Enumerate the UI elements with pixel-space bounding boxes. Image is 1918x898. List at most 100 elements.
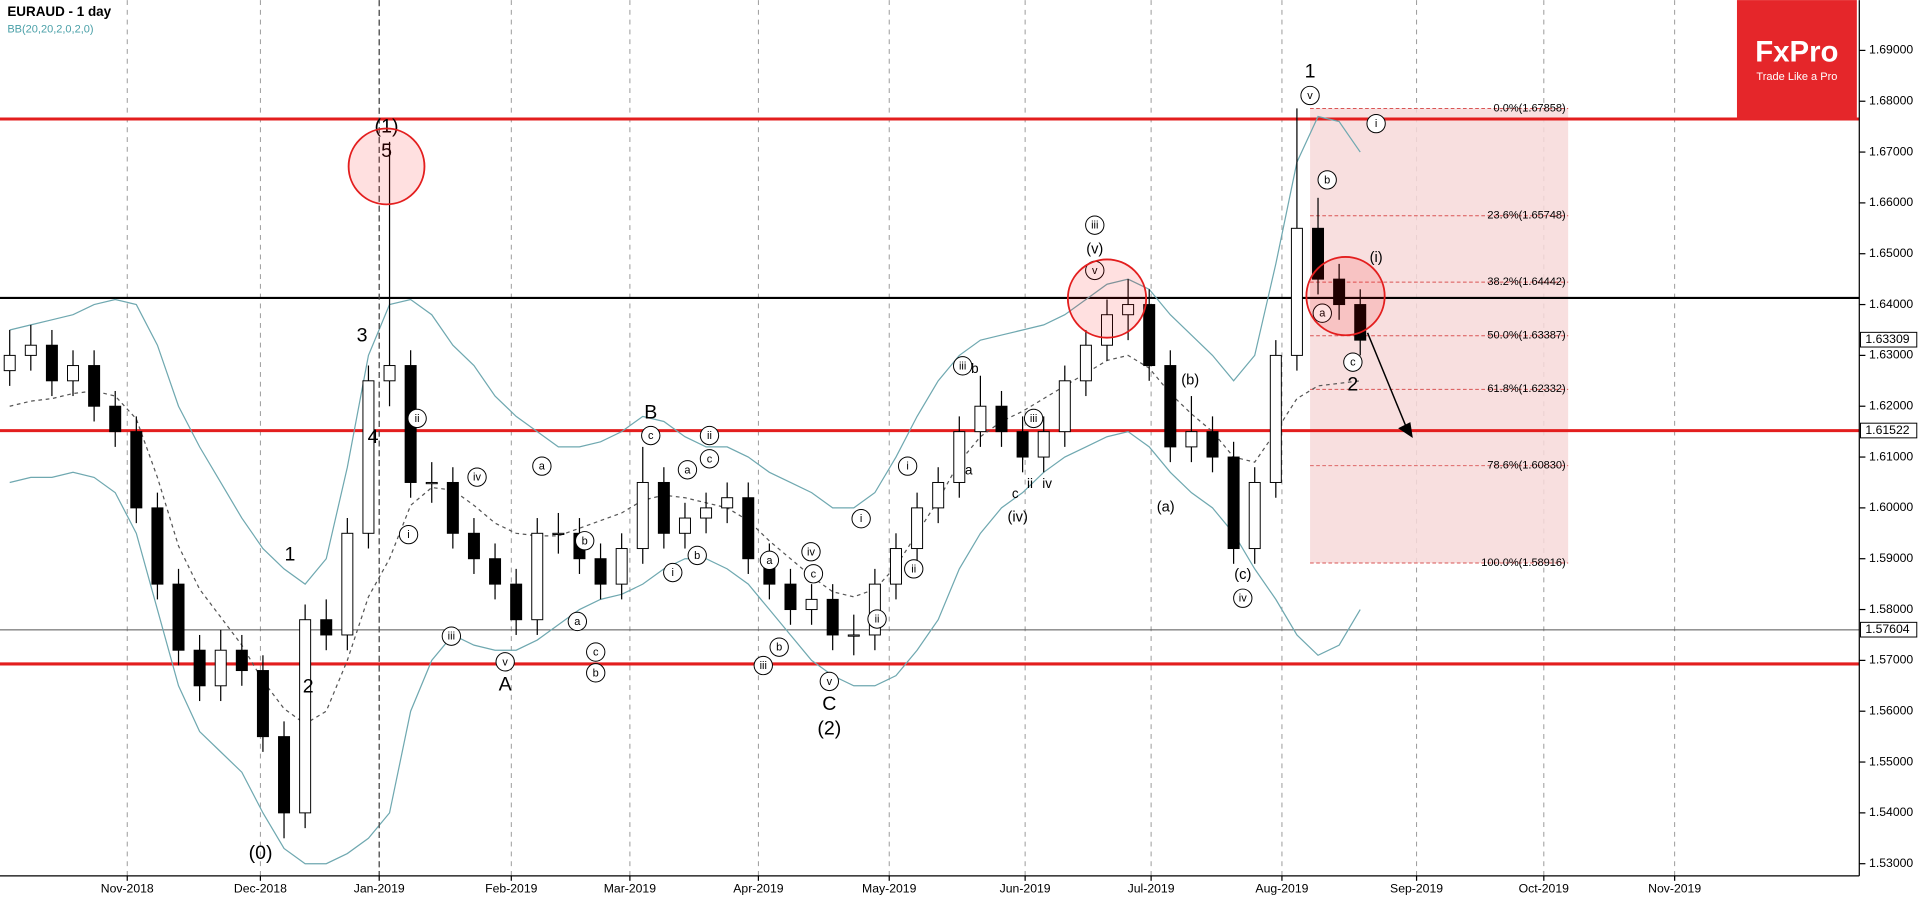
wave-label: (2) [817, 717, 841, 739]
wave-label-circled: c [811, 568, 817, 580]
fib-label: 50.0%(1.63387) [1487, 330, 1565, 342]
wave-label: i [1021, 448, 1024, 463]
wave-label-circled: i [1375, 118, 1377, 130]
y-tick-label: 1.68000 [1869, 93, 1913, 107]
price-label: 1.57604 [1865, 622, 1909, 636]
y-tick-label: 1.60000 [1869, 500, 1913, 514]
wave-label-circled: ii [911, 563, 916, 575]
x-tick-label: Dec-2018 [234, 882, 287, 896]
candle-body [256, 670, 269, 738]
bollinger-lower [9, 430, 1361, 865]
logo-box [1736, 0, 1857, 120]
candle-body [1143, 304, 1156, 367]
candle-body [889, 548, 902, 585]
wave-label: (0) [249, 842, 273, 864]
candle-body [151, 507, 164, 585]
candle-body [1354, 304, 1367, 341]
candle-body [847, 634, 860, 637]
fib-label: 100.0%(1.58916) [1481, 557, 1565, 569]
candle-body [615, 548, 628, 585]
x-tick-label: Mar-2019 [604, 882, 656, 896]
wave-label-circled: iii [448, 631, 455, 643]
wave-circle [904, 559, 924, 579]
price-box [1860, 331, 1918, 348]
wave-label: 4 [368, 426, 379, 448]
wave-label-circled: ii [707, 430, 712, 442]
highlight-circle [1066, 258, 1148, 339]
fib-label: 23.6%(1.65748) [1487, 210, 1565, 222]
wave-label-circled: iii [959, 360, 966, 372]
wave-label: a [965, 463, 973, 478]
x-tick-label: Nov-2018 [101, 882, 154, 896]
wave-label: 3 [357, 325, 368, 347]
wave-circle [575, 531, 595, 551]
candle-body [1333, 278, 1346, 306]
price-box [1860, 422, 1918, 439]
candle-body [911, 507, 924, 550]
wave-label-circled: v [1307, 90, 1313, 102]
wave-label-circled: iv [807, 546, 815, 558]
candle-body [489, 558, 502, 585]
wave-circle [467, 467, 487, 487]
bollinger-upper [9, 115, 1361, 585]
y-tick-label: 1.69000 [1869, 43, 1913, 57]
wave-label: ii [1027, 476, 1033, 491]
wave-label: (iv) [1008, 509, 1028, 525]
wave-label: B [644, 402, 657, 424]
y-tick-label: 1.65000 [1869, 246, 1913, 260]
wave-circle [1300, 85, 1320, 106]
wave-circle [801, 542, 821, 562]
candle-body [172, 583, 185, 651]
wave-label-circled: b [694, 550, 700, 562]
wave-circle [663, 562, 683, 583]
candle-body [700, 507, 713, 519]
fib-label: 0.0%(1.67858) [1494, 102, 1566, 114]
candle-body [67, 365, 80, 382]
wave-label-circled: iii [1030, 413, 1037, 425]
wave-circle [532, 456, 552, 476]
wave-label: (i) [1370, 250, 1383, 266]
wave-label: 2 [1347, 374, 1358, 396]
wave-label-circled: iii [760, 660, 767, 672]
candle-body [805, 598, 818, 611]
y-tick-label: 1.67000 [1869, 144, 1913, 158]
candle-body [1206, 431, 1219, 458]
candle-body [1037, 431, 1050, 458]
wave-label-circled: i [407, 529, 409, 541]
wave-label-circled: a [1319, 308, 1326, 320]
wave-label-circled: i [860, 513, 862, 525]
wave-circle [897, 456, 918, 476]
main-layer: 1.53000 1.54000 1.55000 1.56000 1.57000 1.580… [3, 43, 1918, 896]
y-tick-label: 1.55000 [1869, 754, 1913, 768]
candle-body [467, 532, 480, 560]
wave-label: C [822, 693, 836, 715]
wave-label-circled: i [906, 461, 908, 473]
x-tick-label: Jan-2019 [354, 882, 405, 896]
wave-label: iv [1042, 476, 1052, 491]
candle-body [1248, 481, 1261, 550]
y-tick-label: 1.66000 [1869, 195, 1913, 209]
candle-body [932, 481, 945, 509]
wave-circle [641, 425, 661, 446]
candle-body [1269, 354, 1282, 483]
wave-circle [567, 611, 588, 632]
x-tick-label: Nov-2019 [1648, 882, 1701, 896]
wave-label-circled: ii [415, 413, 420, 425]
y-tick-label: 1.54000 [1869, 805, 1913, 819]
wave-label: (v) [1086, 241, 1103, 257]
wave-label-circled: a [766, 555, 773, 567]
candle-body [1016, 431, 1029, 458]
candle-body [1079, 344, 1092, 382]
wave-circle [1343, 352, 1363, 372]
candle-body [45, 344, 58, 382]
candle-body [995, 405, 1008, 433]
wave-circle [867, 609, 887, 629]
wave-circle [953, 356, 973, 376]
price-label: 1.61522 [1865, 423, 1909, 437]
candle-body [1122, 304, 1135, 316]
y-tick-label: 1.57000 [1869, 653, 1913, 667]
logo-brand: FxPro [1755, 36, 1838, 69]
wave-label: 5 [381, 140, 392, 162]
chart-subtitle: BB(20,20,2,0,2,0) [7, 23, 93, 35]
